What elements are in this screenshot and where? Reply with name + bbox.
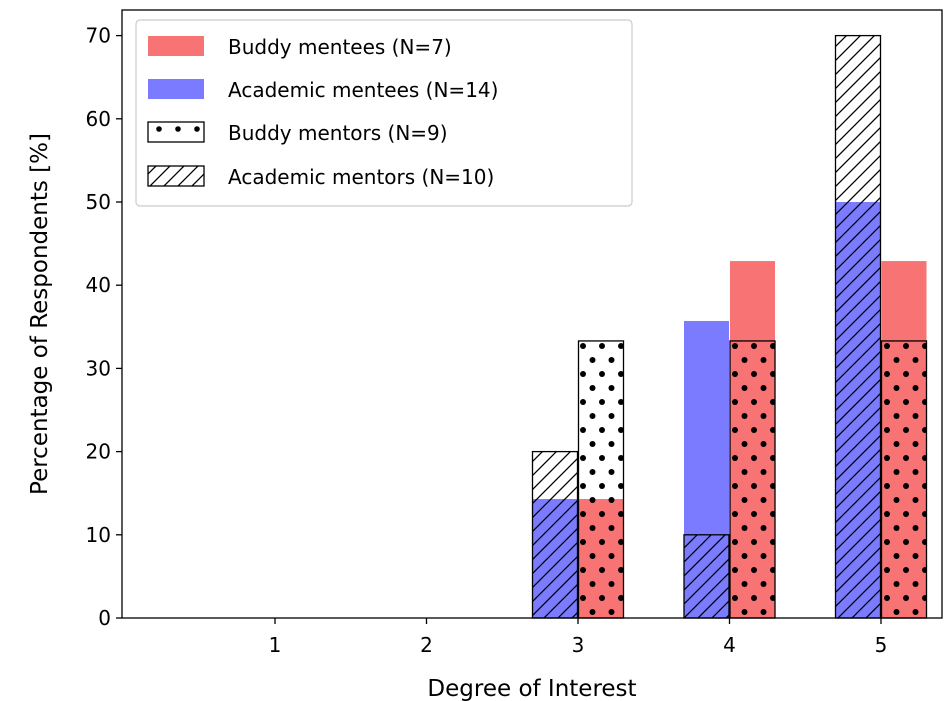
bars bbox=[531, 34, 928, 619]
bar-buddy-dots-3 bbox=[577, 340, 625, 619]
bar-academic-hatch-4 bbox=[683, 534, 730, 619]
y-tick-label: 20 bbox=[86, 440, 111, 464]
x-tick-label: 1 bbox=[269, 633, 282, 657]
bar-academic-hatch-5 bbox=[834, 34, 882, 619]
legend-label-buddy-mentees: Buddy mentees (N=7) bbox=[228, 35, 452, 59]
x-tick-label: 5 bbox=[875, 633, 888, 657]
y-tick-label: 50 bbox=[86, 190, 111, 214]
y-tick-label: 40 bbox=[86, 273, 111, 297]
legend-swatch-buddy-mentees bbox=[148, 36, 204, 56]
bar-buddy-dots-5 bbox=[880, 340, 928, 619]
y-tick-label: 60 bbox=[86, 107, 111, 131]
x-tick-label: 2 bbox=[420, 633, 433, 657]
x-tick-label: 3 bbox=[572, 633, 585, 657]
legend-label-buddy-mentors: Buddy mentors (N=9) bbox=[228, 121, 448, 145]
y-axis: 0 10 20 30 40 50 60 70 bbox=[86, 24, 122, 630]
y-tick-label: 30 bbox=[86, 356, 111, 380]
y-tick-label: 70 bbox=[86, 24, 111, 48]
legend: Buddy mentees (N=7) Academic mentees (N=… bbox=[135, 19, 633, 207]
legend-swatch-buddy-mentors bbox=[147, 121, 205, 143]
legend-label-academic-mentees: Academic mentees (N=14) bbox=[228, 78, 498, 102]
y-tick-label: 0 bbox=[98, 606, 111, 630]
legend-swatch-academic-mentors bbox=[147, 165, 205, 187]
x-tick-label: 4 bbox=[723, 633, 736, 657]
legend-swatch-academic-mentees bbox=[148, 79, 204, 99]
x-axis: 1 2 3 4 5 bbox=[269, 618, 888, 657]
y-tick-label: 10 bbox=[86, 523, 111, 547]
legend-label-academic-mentors: Academic mentors (N=10) bbox=[228, 165, 494, 189]
x-axis-label: Degree of Interest bbox=[427, 676, 636, 701]
bar-buddy-dots-4 bbox=[729, 340, 776, 619]
y-axis-label: Percentage of Respondents [%] bbox=[27, 133, 53, 495]
bar-academic-hatch-3 bbox=[531, 450, 579, 619]
plot-area-frame bbox=[121, 9, 943, 619]
legend-frame bbox=[135, 19, 633, 207]
